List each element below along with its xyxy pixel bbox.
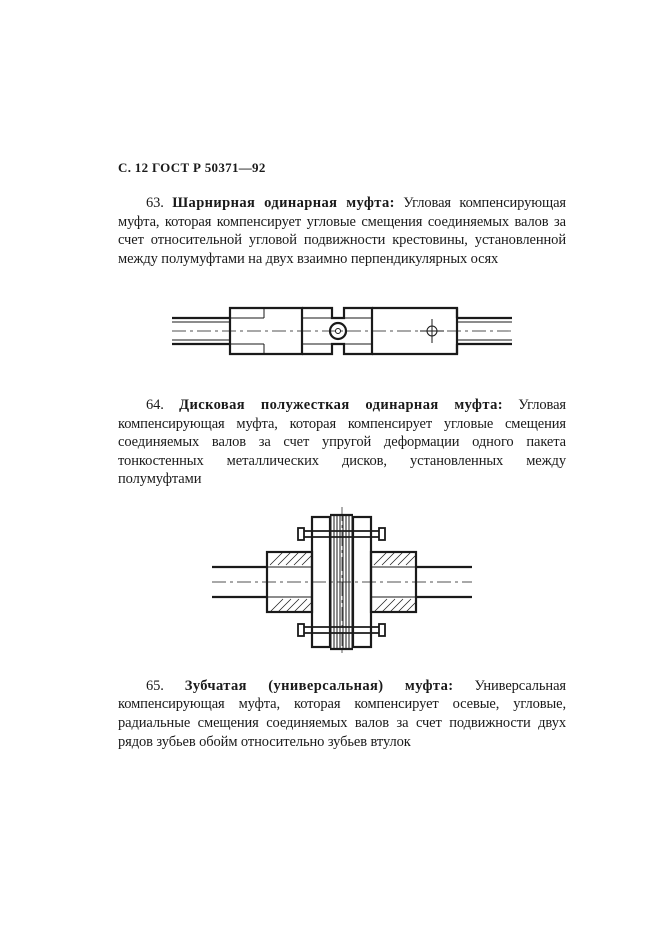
entry-63: 63. Шарнирная одинарная муфта: Угловая к… <box>118 194 566 268</box>
entry-term: Зубчатая (универсальная) муфта: <box>185 678 454 694</box>
figure-64 <box>118 507 566 657</box>
entry-number: 64. <box>146 397 164 413</box>
page-header: С. 12 ГОСТ Р 50371—92 <box>118 160 566 176</box>
figure-63 <box>118 286 566 376</box>
entry-number: 63. <box>146 195 164 211</box>
entry-text: 64. Дисковая полужесткая одинарная муфта… <box>118 396 566 489</box>
entry-64: 64. Дисковая полужесткая одинарная муфта… <box>118 396 566 489</box>
universal-joint-drawing <box>172 286 512 376</box>
entry-text: 65. Зубчатая (универсальная) муфта: Унив… <box>118 677 566 751</box>
entry-term: Дисковая полужесткая одинарная муфта: <box>179 397 503 413</box>
entry-number: 65. <box>146 678 164 694</box>
entry-65: 65. Зубчатая (универсальная) муфта: Унив… <box>118 677 566 751</box>
entry-term: Шарнирная одинарная муфта: <box>172 195 395 211</box>
entry-text: 63. Шарнирная одинарная муфта: Угловая к… <box>118 194 566 268</box>
document-page: С. 12 ГОСТ Р 50371—92 63. Шарнирная один… <box>118 160 566 759</box>
disc-coupling-drawing <box>212 507 472 657</box>
